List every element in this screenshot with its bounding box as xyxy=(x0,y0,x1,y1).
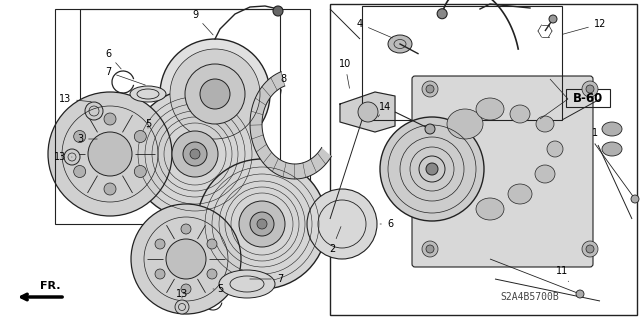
Ellipse shape xyxy=(426,163,438,175)
Text: 9: 9 xyxy=(192,10,213,35)
Ellipse shape xyxy=(170,49,260,139)
Ellipse shape xyxy=(85,102,103,120)
Ellipse shape xyxy=(257,219,267,229)
Text: 13: 13 xyxy=(59,94,92,104)
Ellipse shape xyxy=(130,86,166,102)
Text: FR.: FR. xyxy=(40,281,60,291)
Ellipse shape xyxy=(476,98,504,120)
Ellipse shape xyxy=(183,142,207,166)
Ellipse shape xyxy=(160,39,270,149)
Ellipse shape xyxy=(155,269,165,279)
Polygon shape xyxy=(250,72,332,179)
Ellipse shape xyxy=(190,149,200,159)
Ellipse shape xyxy=(185,64,245,124)
Ellipse shape xyxy=(582,81,598,97)
Ellipse shape xyxy=(549,15,557,23)
Ellipse shape xyxy=(536,116,554,132)
Ellipse shape xyxy=(358,102,378,122)
Ellipse shape xyxy=(535,165,555,183)
Text: 7: 7 xyxy=(105,67,145,85)
Text: 5: 5 xyxy=(145,119,151,129)
Ellipse shape xyxy=(219,270,275,298)
Ellipse shape xyxy=(239,201,285,247)
Ellipse shape xyxy=(181,224,191,234)
Ellipse shape xyxy=(155,239,165,249)
Ellipse shape xyxy=(181,284,191,294)
Bar xyxy=(55,9,310,224)
Text: 11: 11 xyxy=(556,266,568,282)
Ellipse shape xyxy=(586,245,594,253)
Text: B-60: B-60 xyxy=(573,92,603,105)
Ellipse shape xyxy=(48,92,172,216)
Text: 10: 10 xyxy=(339,59,351,88)
Ellipse shape xyxy=(175,300,189,314)
Ellipse shape xyxy=(426,85,434,93)
Ellipse shape xyxy=(134,130,147,143)
Ellipse shape xyxy=(576,290,584,298)
Ellipse shape xyxy=(422,81,438,97)
Text: S2A4B5700B: S2A4B5700B xyxy=(500,292,559,302)
Ellipse shape xyxy=(510,105,530,123)
Ellipse shape xyxy=(207,239,217,249)
Ellipse shape xyxy=(422,241,438,257)
Ellipse shape xyxy=(134,166,147,177)
Text: 12: 12 xyxy=(563,19,606,34)
Ellipse shape xyxy=(207,269,217,279)
Ellipse shape xyxy=(74,130,86,143)
Ellipse shape xyxy=(547,141,563,157)
Text: 8: 8 xyxy=(280,74,286,96)
Text: 6: 6 xyxy=(105,49,121,69)
Ellipse shape xyxy=(602,142,622,156)
Ellipse shape xyxy=(273,6,283,16)
Text: 1: 1 xyxy=(592,128,598,144)
Bar xyxy=(330,4,637,315)
Ellipse shape xyxy=(582,241,598,257)
Text: 7: 7 xyxy=(250,274,283,284)
Ellipse shape xyxy=(130,89,260,219)
Ellipse shape xyxy=(307,189,377,259)
Ellipse shape xyxy=(425,124,435,134)
Ellipse shape xyxy=(197,159,327,289)
Ellipse shape xyxy=(437,9,447,19)
Text: 4: 4 xyxy=(357,19,392,38)
Ellipse shape xyxy=(104,183,116,195)
Text: 14: 14 xyxy=(378,102,391,117)
Ellipse shape xyxy=(426,245,434,253)
FancyBboxPatch shape xyxy=(412,76,593,267)
Ellipse shape xyxy=(64,149,80,165)
Text: 13: 13 xyxy=(176,289,188,299)
Bar xyxy=(566,89,610,107)
Ellipse shape xyxy=(447,109,483,139)
Ellipse shape xyxy=(508,184,532,204)
Bar xyxy=(80,9,280,179)
Ellipse shape xyxy=(631,195,639,203)
Bar xyxy=(362,6,562,120)
Text: 2: 2 xyxy=(329,226,341,254)
Text: 6: 6 xyxy=(380,219,393,229)
Ellipse shape xyxy=(388,35,412,53)
Ellipse shape xyxy=(88,132,132,176)
Text: 5: 5 xyxy=(213,284,223,294)
Ellipse shape xyxy=(380,117,484,221)
Ellipse shape xyxy=(74,166,86,177)
Ellipse shape xyxy=(166,239,206,279)
Ellipse shape xyxy=(586,85,594,93)
Ellipse shape xyxy=(602,122,622,136)
Ellipse shape xyxy=(104,113,116,125)
Text: 13: 13 xyxy=(54,152,72,162)
Polygon shape xyxy=(340,92,395,132)
Ellipse shape xyxy=(172,131,218,177)
Ellipse shape xyxy=(200,79,230,109)
Ellipse shape xyxy=(250,212,274,236)
Text: 3: 3 xyxy=(77,134,97,144)
Ellipse shape xyxy=(476,198,504,220)
Ellipse shape xyxy=(131,204,241,314)
